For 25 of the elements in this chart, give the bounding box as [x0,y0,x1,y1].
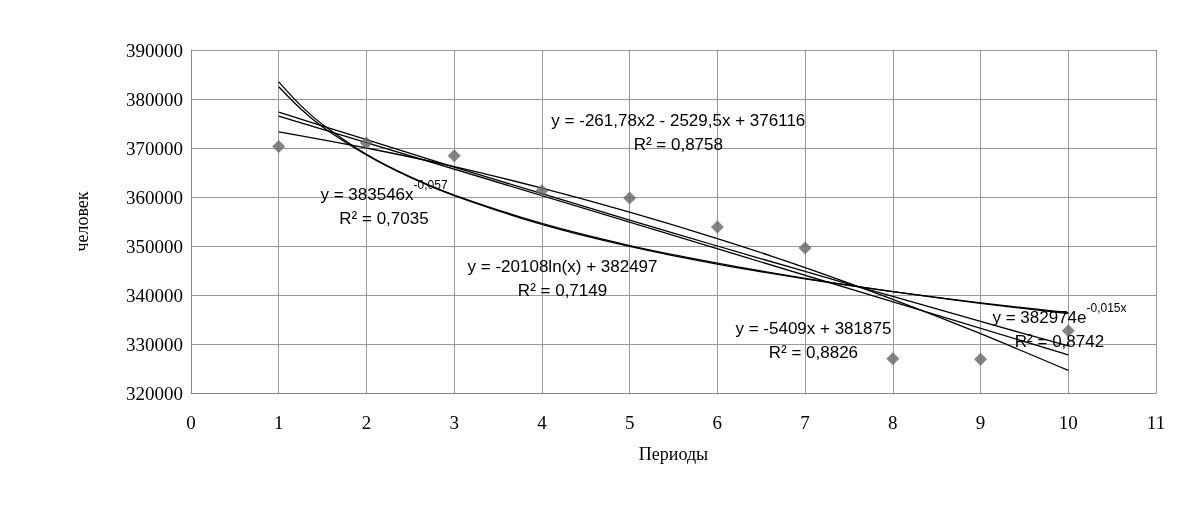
x-tick-label: 2 [361,412,372,433]
x-tick-label: 3 [449,412,459,433]
x-tick-label: 10 [1058,412,1078,433]
x-tick-label: 7 [800,412,810,433]
y-tick-label: 350000 [126,235,183,257]
x-tick-label: 4 [537,412,548,433]
y-tick-label: 360000 [126,186,183,208]
annotation: y = -261,78x2 - 2529,5x + 376116 R² = 0,8758 [551,111,806,155]
x-tick-label: 5 [624,412,635,433]
y-tick-label: 330000 [126,333,183,355]
y-tick-label: 340000 [126,284,183,306]
x-tick-label: 9 [975,412,986,433]
y-tick-label: 370000 [126,137,183,159]
x-axis-title: Периоды [638,444,709,464]
y-tick-label: 380000 [126,88,183,110]
y-tick-label: 390000 [126,39,183,61]
y-tick-label: 320000 [126,382,183,404]
y-axis-title: человек [72,191,92,252]
x-tick-label: 11 [1146,412,1166,433]
x-tick-label: 1 [273,412,284,433]
x-tick-label: 8 [888,412,898,433]
x-tick-label: 0 [186,412,196,433]
annotation: y = -5409x + 381875 R² = 0,8826 [735,318,892,362]
x-tick-label: 6 [712,412,723,433]
annotation: y = -20108ln(x) + 382497 R² = 0,7149 [467,257,658,301]
